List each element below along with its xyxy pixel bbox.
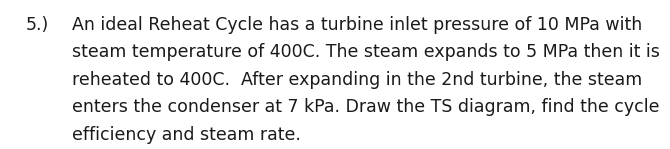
Text: An ideal Reheat Cycle has a turbine inlet pressure of 10 MPa with: An ideal Reheat Cycle has a turbine inle… bbox=[72, 16, 643, 34]
Text: efficiency and steam rate.: efficiency and steam rate. bbox=[72, 126, 302, 144]
Text: enters the condenser at 7 kPa. Draw the TS diagram, find the cycle: enters the condenser at 7 kPa. Draw the … bbox=[72, 98, 660, 116]
Text: steam temperature of 400C. The steam expands to 5 MPa then it is: steam temperature of 400C. The steam exp… bbox=[72, 43, 660, 61]
Text: reheated to 400C.  After expanding in the 2nd turbine, the steam: reheated to 400C. After expanding in the… bbox=[72, 71, 643, 89]
Text: 5.): 5.) bbox=[25, 16, 49, 34]
